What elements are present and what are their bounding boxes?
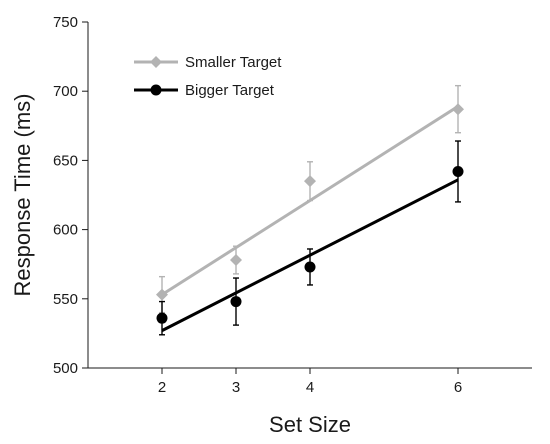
x-tick-label: 3 (232, 379, 240, 396)
plot-area (156, 84, 464, 336)
y-tick-label: 650 (53, 152, 78, 169)
x-axis-title: Set Size (269, 412, 351, 437)
data-point-smaller-target (156, 288, 168, 301)
data-point-bigger-target (452, 165, 464, 177)
tick-group: 500 550 600 650 700 750 2 3 4 6 (53, 14, 462, 396)
y-tick-label: 500 (53, 360, 78, 377)
data-point-smaller-target (304, 175, 316, 188)
y-tick-label: 550 (53, 291, 78, 308)
data-point-smaller-target (452, 103, 464, 116)
legend-marker-bigger-target (150, 84, 162, 96)
legend-marker-smaller-target (150, 56, 162, 68)
y-tick-label: 700 (53, 83, 78, 100)
data-point-bigger-target (230, 296, 242, 308)
data-point-smaller-target (230, 254, 242, 267)
data-point-bigger-target (304, 261, 316, 273)
y-axis-title: Response Time (ms) (10, 94, 35, 297)
legend-label-bigger-target: Bigger Target (185, 82, 275, 99)
x-tick-label: 4 (306, 379, 314, 396)
legend: Smaller Target Bigger Target (134, 54, 282, 99)
y-tick-label: 600 (53, 222, 78, 239)
x-tick-label: 2 (158, 379, 166, 396)
data-point-bigger-target (156, 312, 168, 324)
legend-label-smaller-target: Smaller Target (185, 54, 282, 71)
x-tick-label: 6 (454, 379, 462, 396)
y-tick-label: 750 (53, 14, 78, 31)
